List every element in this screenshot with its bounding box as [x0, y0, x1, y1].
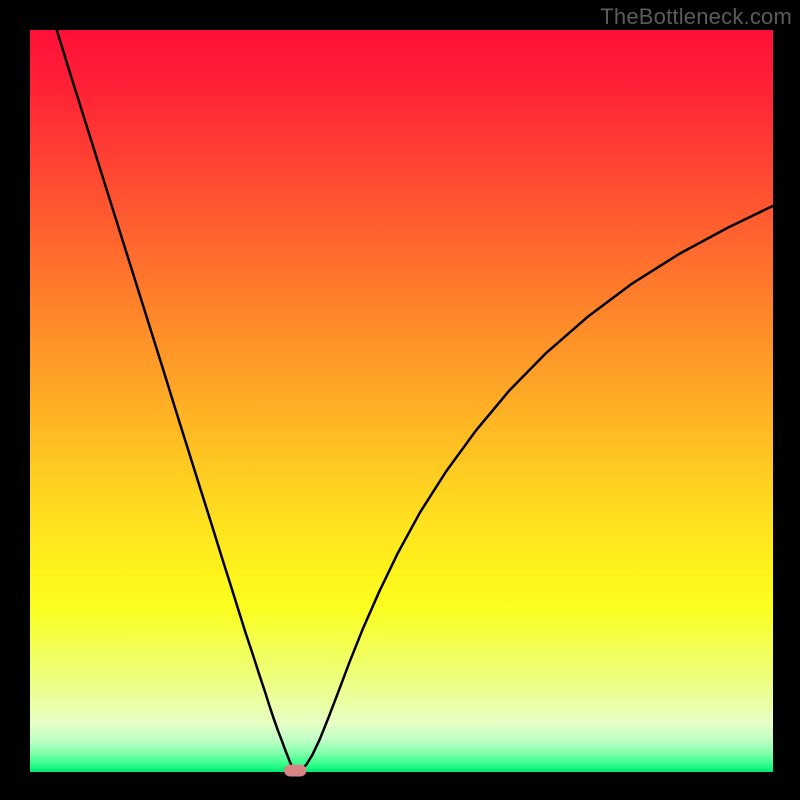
- optimal-point-marker: [284, 765, 306, 777]
- plot-background: [30, 30, 773, 772]
- chart-container: TheBottleneck.com: [0, 0, 800, 800]
- bottleneck-chart: [0, 0, 800, 800]
- watermark-text: TheBottleneck.com: [600, 4, 792, 30]
